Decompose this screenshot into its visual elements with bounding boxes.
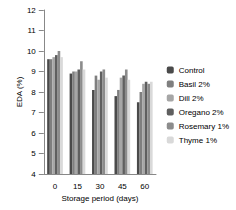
svg-text:10: 10 — [27, 47, 36, 56]
svg-text:4: 4 — [31, 170, 36, 179]
svg-text:15: 15 — [73, 182, 82, 191]
svg-text:5: 5 — [31, 149, 36, 158]
svg-text:9: 9 — [31, 67, 36, 76]
svg-text:6: 6 — [31, 129, 36, 138]
svg-text:EDA (%): EDA (%) — [15, 76, 24, 107]
svg-text:Basil 2%: Basil 2% — [179, 80, 210, 89]
svg-text:Rosemary 1%: Rosemary 1% — [179, 122, 229, 131]
svg-text:7: 7 — [31, 108, 36, 117]
svg-text:Dill 2%: Dill 2% — [179, 94, 204, 103]
svg-text:12: 12 — [27, 6, 36, 15]
svg-text:Thyme 1%: Thyme 1% — [179, 136, 217, 145]
svg-text:Control: Control — [179, 66, 205, 75]
svg-text:30: 30 — [95, 182, 104, 191]
svg-text:8: 8 — [31, 88, 36, 97]
svg-text:Storage period (days): Storage period (days) — [61, 194, 138, 203]
svg-text:0: 0 — [53, 182, 58, 191]
svg-text:60: 60 — [140, 182, 149, 191]
svg-text:45: 45 — [118, 182, 127, 191]
svg-text:Oregano 2%: Oregano 2% — [179, 108, 224, 117]
svg-text:11: 11 — [27, 26, 36, 35]
